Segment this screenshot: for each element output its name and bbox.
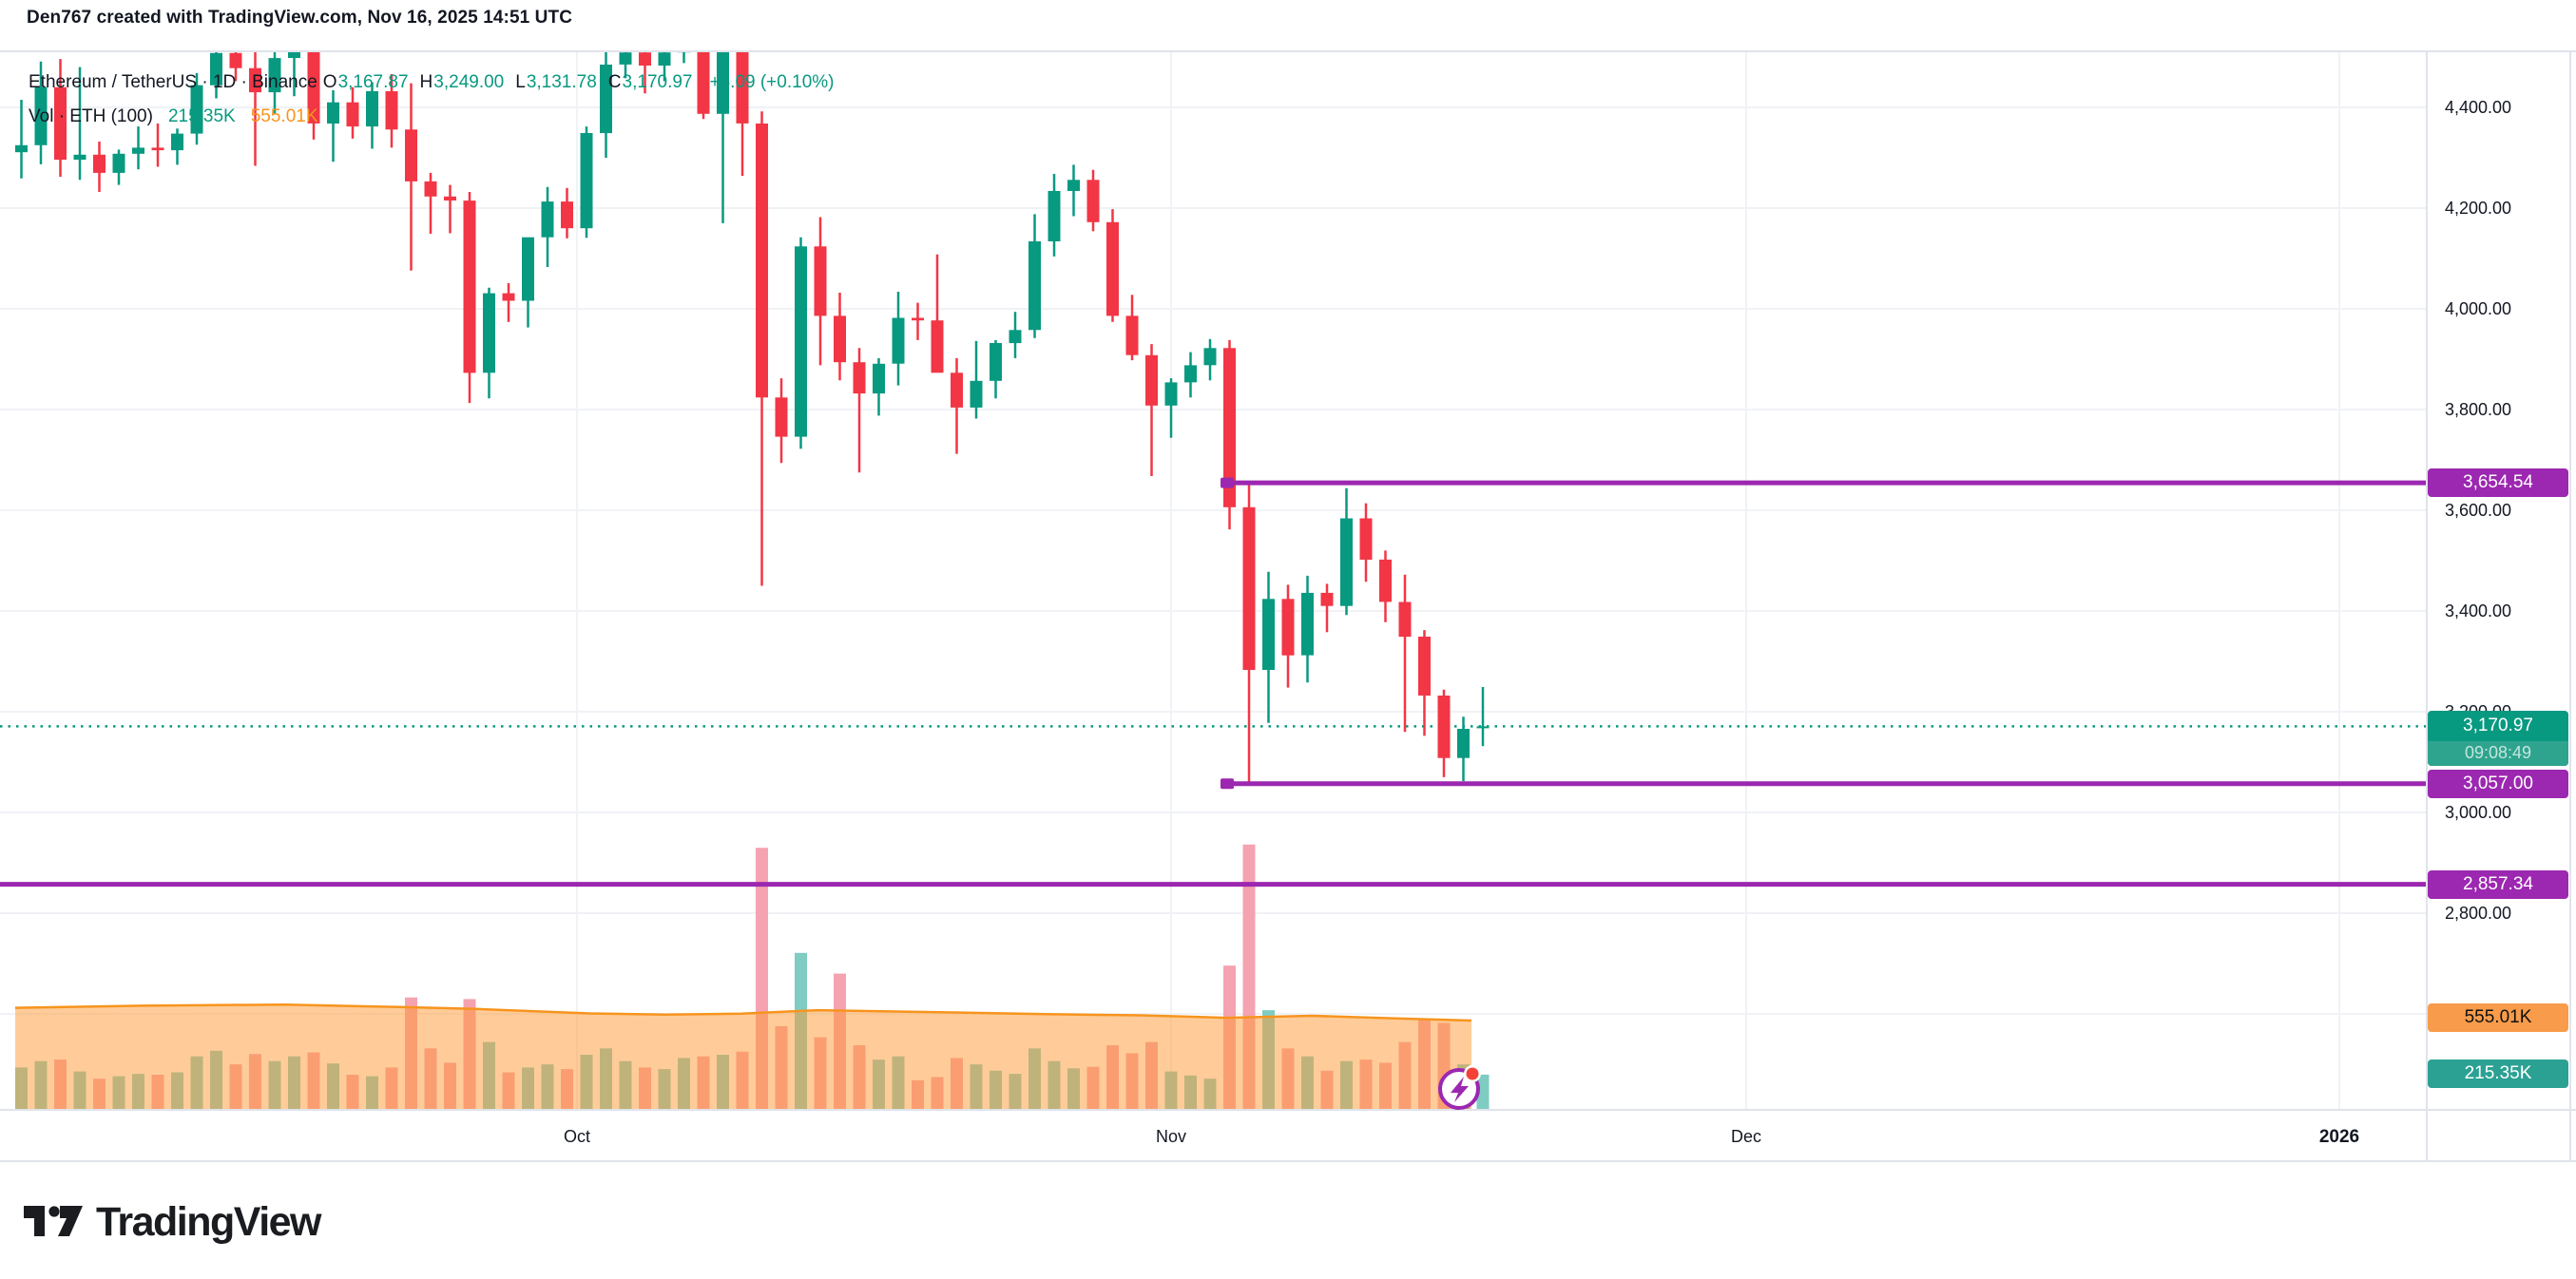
ray-anchor-handle[interactable] bbox=[1221, 477, 1234, 488]
volume-ma-badge: 555.01K bbox=[2428, 1003, 2568, 1032]
level-support-badge: 2,857.34 bbox=[2428, 869, 2568, 899]
volume-study-title: Vol · ETH (100) bbox=[29, 106, 153, 126]
ohlc-label: C bbox=[607, 72, 622, 92]
volume-ma-value: 555.01K bbox=[250, 106, 318, 126]
badge-price: 3,170.97 bbox=[2463, 716, 2533, 736]
current-price-badge: 3,170.97 09:08:49 bbox=[2428, 711, 2568, 767]
volume-ma-line bbox=[14, 1002, 1472, 1022]
time-tick-label: 2026 bbox=[2318, 1127, 2360, 1147]
symbol-title: Ethereum / TetherUS · 1D · Binance bbox=[29, 72, 317, 92]
ohlc-label: O bbox=[322, 72, 337, 92]
tradingview-logo[interactable]: TradingView bbox=[22, 1199, 322, 1246]
attribution-text: Den767 created with TradingView.com, Nov… bbox=[27, 8, 573, 28]
level-low-badge: 3,057.00 bbox=[2428, 769, 2568, 798]
volume-current-badge: 215.35K bbox=[2428, 1059, 2568, 1088]
level-high-badge: 3,654.54 bbox=[2428, 468, 2568, 498]
time-tick-label: Nov bbox=[1155, 1127, 1186, 1146]
ray-anchor-handle[interactable] bbox=[1221, 778, 1234, 790]
price-tick-label: 4,000.00 bbox=[2445, 299, 2512, 318]
price-tick-label: 3,400.00 bbox=[2445, 601, 2512, 620]
volume-current-value: 215.35K bbox=[167, 106, 236, 126]
ohlc-value: 3,167.87 bbox=[337, 72, 409, 92]
change-value: +3.09 (+0.10%) bbox=[709, 72, 835, 92]
ohlc-values: O3,167.87 H3,249.00 L3,131.78 C3,170.97 bbox=[323, 72, 704, 92]
idea-lightning-icon[interactable] bbox=[1438, 1065, 1481, 1110]
price-tick-label: 4,200.00 bbox=[2445, 199, 2512, 218]
time-tick-label: Dec bbox=[1730, 1127, 1761, 1146]
price-tick-label: 3,600.00 bbox=[2445, 501, 2512, 520]
price-tick-label: 3,000.00 bbox=[2445, 803, 2512, 822]
time-tick-label: Oct bbox=[563, 1127, 590, 1146]
candles bbox=[15, 51, 1490, 784]
badge-countdown: 09:08:49 bbox=[2428, 741, 2568, 767]
symbol-legend[interactable]: Ethereum / TetherUS · 1D · Binance O3,167… bbox=[29, 72, 839, 93]
tradingview-logo-icon bbox=[24, 1205, 83, 1236]
volume-legend[interactable]: Vol · ETH (100) 215.35K 555.01K bbox=[29, 106, 324, 127]
price-tick-label: 4,400.00 bbox=[2445, 98, 2512, 117]
ohlc-value: 3,249.00 bbox=[433, 72, 505, 92]
ohlc-label: H bbox=[419, 72, 433, 92]
tradingview-wordmark: TradingView bbox=[96, 1199, 322, 1245]
price-tick-label: 3,800.00 bbox=[2445, 400, 2512, 419]
volume-ma-area bbox=[15, 1004, 1471, 1109]
price-tick-label: 2,800.00 bbox=[2445, 904, 2512, 923]
ohlc-label: L bbox=[515, 72, 526, 92]
ohlc-value: 3,170.97 bbox=[622, 72, 693, 92]
ohlc-value: 3,131.78 bbox=[526, 72, 597, 92]
